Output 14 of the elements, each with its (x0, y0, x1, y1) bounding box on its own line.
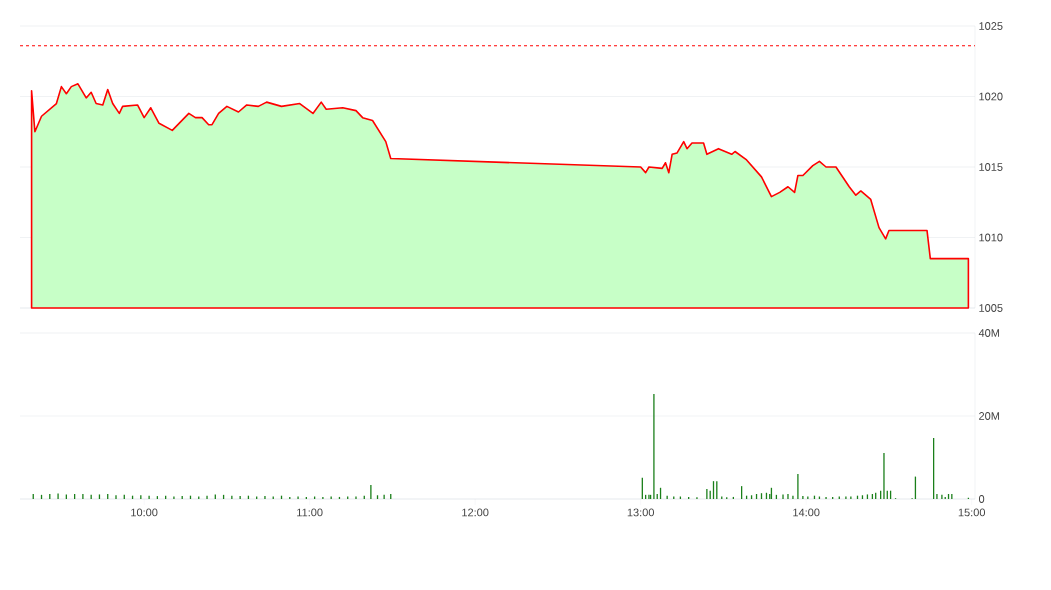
x-tick-label: 11:00 (297, 508, 323, 517)
y-tick-label: 40M (978, 329, 1000, 337)
y-tick-label: 1010 (979, 233, 1003, 242)
y-tick-label: 1015 (979, 163, 1003, 171)
y-tick-label: 1025 (979, 22, 1003, 30)
x-tick-label: 10:00 (131, 508, 158, 517)
y-tick-label: 1020 (979, 92, 1003, 101)
x-tick-label: 15:00 (958, 508, 986, 517)
y-tick-label: 0 (978, 495, 985, 503)
y-tick-label: 20M (979, 412, 1000, 420)
x-tick-label: 12:00 (462, 508, 489, 517)
x-tick-label: 13:00 (627, 508, 654, 517)
y-tick-label: 1005 (979, 304, 1003, 312)
x-tick-label: 14:00 (793, 508, 820, 517)
